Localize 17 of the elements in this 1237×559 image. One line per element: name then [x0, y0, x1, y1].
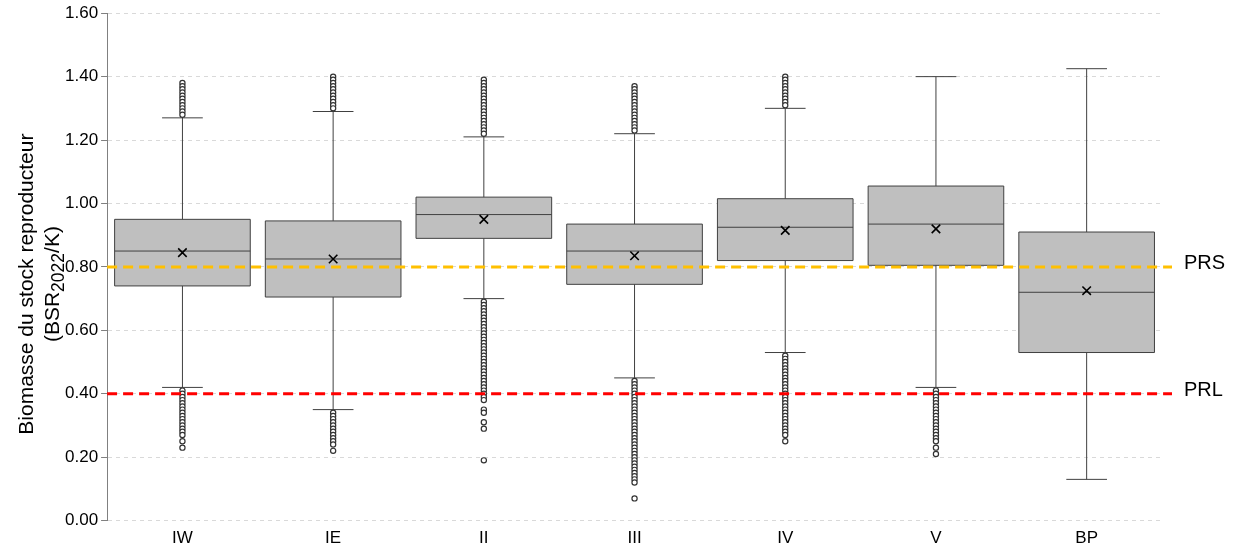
y-tick-label: 0.80 [64, 256, 99, 276]
x-tick-label: IW [172, 528, 193, 548]
y-tick-label: 0.00 [64, 510, 99, 530]
ref-line-label: PRL [1184, 378, 1223, 401]
x-tick-label: IE [325, 528, 342, 548]
x-tick-label: BP [1075, 528, 1098, 548]
x-tick-label: V [930, 528, 943, 548]
y-tick-label: 1.60 [64, 2, 99, 22]
ref-line-label: PRS [1184, 251, 1226, 274]
x-tick-label: III [627, 528, 642, 548]
y-tick-label: 1.40 [64, 66, 99, 86]
x-tick-label: IV [777, 528, 794, 548]
y-tick-label: 0.20 [64, 446, 99, 466]
y-tick-label: 1.00 [64, 193, 99, 213]
y-tick-label: 0.60 [64, 320, 99, 340]
y-tick-label: 1.20 [64, 129, 99, 149]
x-tick-label: II [479, 528, 489, 548]
